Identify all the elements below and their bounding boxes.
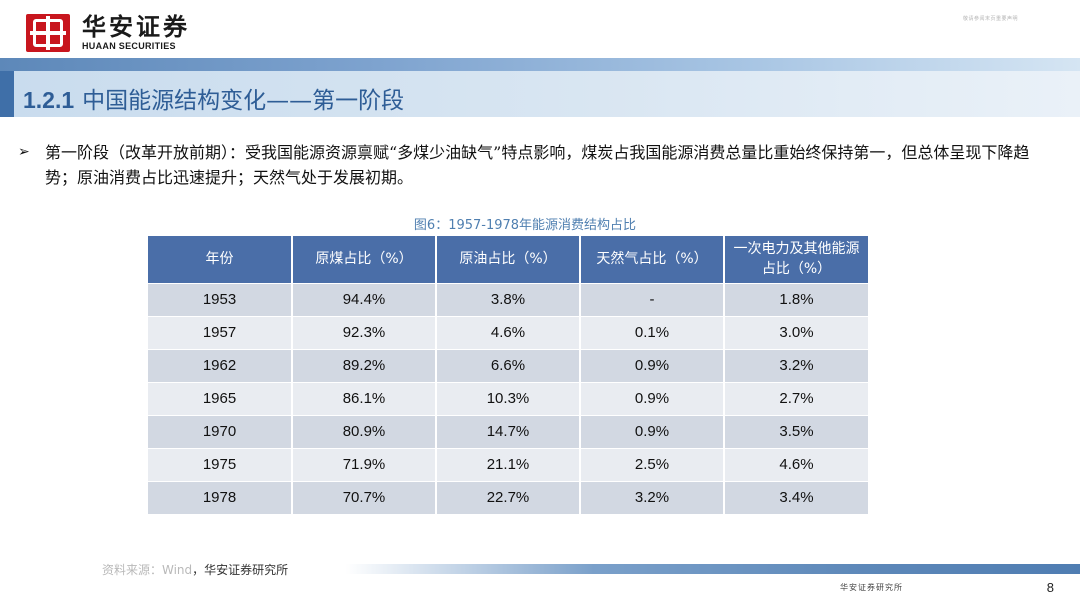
cell-year: 1953 xyxy=(148,282,293,316)
bullet-text: 第一阶段（改革开放前期）：受我国能源资源禀赋“多煤少油缺气”特点影响，煤炭占我国… xyxy=(45,143,1030,187)
footer-org-name: 华安证券研究所 xyxy=(840,583,903,592)
cell-year: 1965 xyxy=(148,381,293,415)
cell-gas: 0.1% xyxy=(580,315,725,349)
cell-electric: 3.0% xyxy=(724,315,868,349)
company-logo: 华安证券 HUAAN SECURITIES xyxy=(26,14,190,52)
cell-oil: 21.1% xyxy=(436,447,581,481)
table-header-row: 年份 原煤占比（%） 原油占比（%） 天然气占比（%） 一次电力及其他能源占比（… xyxy=(148,236,868,283)
cell-oil: 10.3% xyxy=(436,381,581,415)
cell-oil: 4.6% xyxy=(436,315,581,349)
cell-electric: 3.2% xyxy=(724,348,868,382)
source-note-faded: 资料来源：Wind xyxy=(102,563,193,577)
figure-caption-text: 图6：1957-1978年能源消费结构占比 xyxy=(413,218,637,233)
cell-coal: 89.2% xyxy=(292,348,437,382)
disclaimer-tag: 敬请参阅末页重要声明 xyxy=(962,16,1018,22)
table-row: 1965 86.1% 10.3% 0.9% 2.7% xyxy=(148,381,868,415)
cell-coal: 71.9% xyxy=(292,447,437,481)
header-oil-share: 原油占比（%） xyxy=(436,236,581,283)
logo-wordmark: 华安证券 HUAAN SECURITIES xyxy=(82,12,190,52)
cell-gas: 0.9% xyxy=(580,414,725,448)
cell-electric: 1.8% xyxy=(724,282,868,316)
title-band xyxy=(14,71,1080,117)
section-heading: 中国能源结构变化——第一阶段 xyxy=(82,88,405,114)
cell-gas: 2.5% xyxy=(580,447,725,481)
cell-coal: 94.4% xyxy=(292,282,437,316)
cell-year: 1962 xyxy=(148,348,293,382)
title-band-accent xyxy=(0,58,1080,71)
cell-coal: 80.9% xyxy=(292,414,437,448)
cell-year: 1978 xyxy=(148,480,293,514)
header-coal-share: 原煤占比（%） xyxy=(292,236,437,283)
header-gas-share: 天然气占比（%） xyxy=(580,236,725,283)
footer-band xyxy=(0,564,1080,574)
logo-emblem-icon xyxy=(26,14,70,52)
logo-chinese-name: 华安证券 xyxy=(82,12,190,41)
title-band-edge xyxy=(0,71,14,117)
cell-electric: 3.4% xyxy=(724,480,868,514)
figure-caption: 图6：1957-1978年能源消费结构占比 xyxy=(0,214,1080,233)
table-row: 1953 94.4% 3.8% - 1.8% xyxy=(148,282,868,316)
logo-english-name: HUAAN SECURITIES xyxy=(82,41,176,51)
header-year: 年份 xyxy=(148,236,293,283)
cell-electric: 3.5% xyxy=(724,414,868,448)
table-row: 1957 92.3% 4.6% 0.1% 3.0% xyxy=(148,315,868,349)
energy-structure-table: 年份 原煤占比（%） 原油占比（%） 天然气占比（%） 一次电力及其他能源占比（… xyxy=(148,236,868,514)
bullet-arrow-icon: ➢ xyxy=(18,144,30,160)
cell-coal: 86.1% xyxy=(292,381,437,415)
cell-year: 1975 xyxy=(148,447,293,481)
section-title: 1.2.1 中国能源结构变化——第一阶段 xyxy=(23,81,404,115)
cell-oil: 14.7% xyxy=(436,414,581,448)
header-electric-share: 一次电力及其他能源占比（%） xyxy=(724,236,868,283)
cell-year: 1970 xyxy=(148,414,293,448)
cell-oil: 3.8% xyxy=(436,282,581,316)
cell-gas: 3.2% xyxy=(580,480,725,514)
page-number: 8 xyxy=(1046,580,1054,595)
section-number: 1.2.1 xyxy=(23,87,75,113)
cell-gas: 0.9% xyxy=(580,381,725,415)
table-row: 1978 70.7% 22.7% 3.2% 3.4% xyxy=(148,480,868,514)
table-row: 1970 80.9% 14.7% 0.9% 3.5% xyxy=(148,414,868,448)
bullet-point: ➢ 第一阶段（改革开放前期）：受我国能源资源禀赋“多煤少油缺气”特点影响，煤炭占… xyxy=(18,140,1058,190)
table-row: 1975 71.9% 21.1% 2.5% 4.6% xyxy=(148,447,868,481)
cell-gas: 0.9% xyxy=(580,348,725,382)
cell-electric: 4.6% xyxy=(724,447,868,481)
source-note: 资料来源：Wind，华安证券研究所 xyxy=(102,561,288,578)
table-row: 1962 89.2% 6.6% 0.9% 3.2% xyxy=(148,348,868,382)
cell-coal: 92.3% xyxy=(292,315,437,349)
cell-gas: - xyxy=(580,282,725,316)
cell-coal: 70.7% xyxy=(292,480,437,514)
cell-year: 1957 xyxy=(148,315,293,349)
cell-electric: 2.7% xyxy=(724,381,868,415)
cell-oil: 22.7% xyxy=(436,480,581,514)
source-note-text: ，华安证券研究所 xyxy=(192,563,289,577)
cell-oil: 6.6% xyxy=(436,348,581,382)
